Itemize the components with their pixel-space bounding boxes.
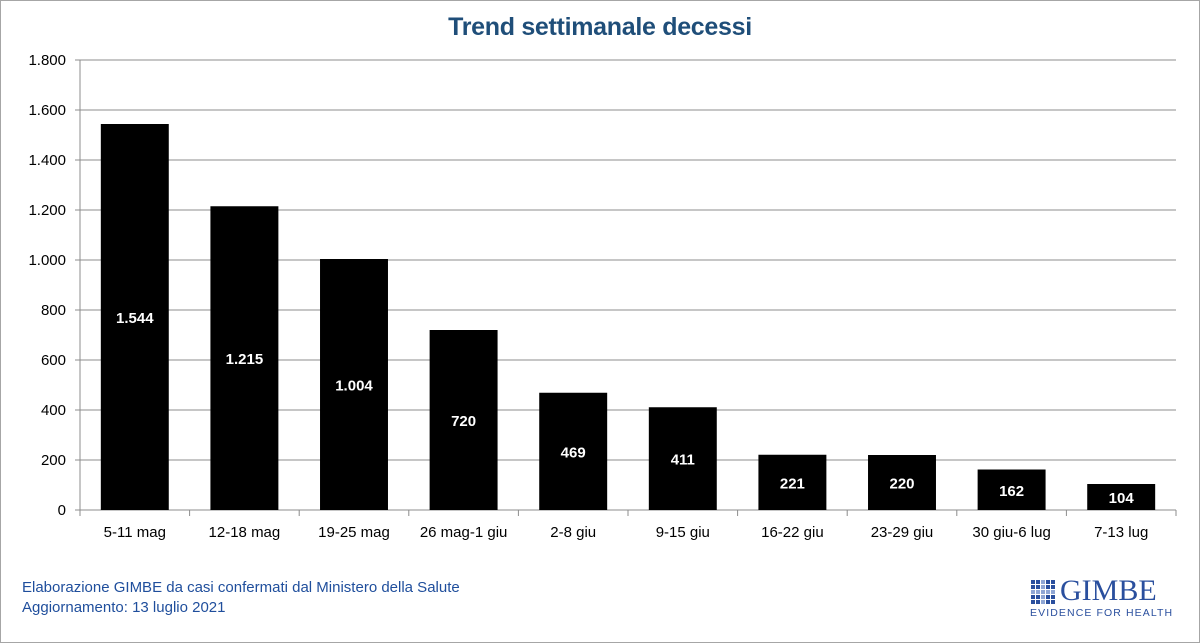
bar-value-label: 411 bbox=[671, 452, 695, 469]
bar bbox=[429, 330, 498, 510]
bar bbox=[100, 124, 169, 510]
logo-grid-cell bbox=[1041, 595, 1045, 599]
bar bbox=[758, 454, 827, 510]
x-tick-label: 5-11 mag bbox=[104, 524, 166, 541]
x-tick-label: 30 giu-6 lug bbox=[972, 524, 1050, 541]
logo-grid-cell bbox=[1046, 580, 1050, 584]
logo-grid-cell bbox=[1041, 590, 1045, 594]
y-tick-label: 1.600 bbox=[28, 102, 66, 119]
footer: Elaborazione GIMBE da casi confermati da… bbox=[22, 578, 460, 618]
bar bbox=[1087, 484, 1156, 510]
logo-grid-cell bbox=[1051, 600, 1055, 604]
y-tick-label: 0 bbox=[58, 502, 66, 519]
x-tick-label: 2-8 giu bbox=[550, 524, 596, 541]
bar-value-label: 220 bbox=[889, 476, 914, 493]
logo-grid-cell bbox=[1041, 585, 1045, 589]
logo-grid-cell bbox=[1046, 590, 1050, 594]
logo-grid-cell bbox=[1036, 590, 1040, 594]
x-tick-label: 9-15 giu bbox=[656, 524, 710, 541]
logo-grid-icon bbox=[1031, 580, 1055, 604]
x-tick-label: 12-18 mag bbox=[209, 524, 281, 541]
logo-grid-cell bbox=[1051, 580, 1055, 584]
bar-value-label: 221 bbox=[780, 475, 805, 492]
logo-grid-cell bbox=[1036, 600, 1040, 604]
x-tick-label: 23-29 giu bbox=[871, 524, 934, 541]
y-tick-label: 400 bbox=[41, 402, 66, 419]
bar bbox=[977, 469, 1046, 510]
logo-grid-cell bbox=[1031, 600, 1035, 604]
bar bbox=[868, 455, 936, 510]
logo-grid-cell bbox=[1031, 580, 1035, 584]
logo-grid-cell bbox=[1051, 590, 1055, 594]
logo-grid-cell bbox=[1046, 600, 1050, 604]
x-tick-label: 26 mag-1 giu bbox=[420, 524, 508, 541]
logo-grid-cell bbox=[1031, 585, 1035, 589]
logo-grid-cell bbox=[1046, 585, 1050, 589]
logo-grid-cell bbox=[1041, 580, 1045, 584]
y-tick-label: 800 bbox=[41, 302, 66, 319]
logo-grid-cell bbox=[1051, 585, 1055, 589]
chart-title: Trend settimanale decessi bbox=[448, 13, 752, 41]
source-note: Elaborazione GIMBE da casi confermati da… bbox=[22, 579, 460, 596]
logo-grid-cell bbox=[1031, 590, 1035, 594]
logo-grid-cell bbox=[1036, 585, 1040, 589]
bar bbox=[320, 259, 388, 510]
x-tick-label: 19-25 mag bbox=[318, 524, 390, 541]
bar-value-label: 469 bbox=[561, 444, 586, 461]
logo-grid-cell bbox=[1036, 580, 1040, 584]
gimbe-logo: GIMBE EVIDENCE FOR HEALTH bbox=[1030, 574, 1180, 622]
y-tick-label: 200 bbox=[41, 452, 66, 469]
bar bbox=[539, 392, 608, 510]
logo-grid-cell bbox=[1046, 595, 1050, 599]
logo-grid-cell bbox=[1051, 595, 1055, 599]
bar bbox=[210, 206, 279, 510]
y-tick-label: 1.400 bbox=[28, 152, 66, 169]
logo-grid-cell bbox=[1031, 595, 1035, 599]
x-tick-label: 16-22 giu bbox=[761, 524, 824, 541]
logo-name: GIMBE bbox=[1060, 574, 1157, 607]
bar-value-label: 104 bbox=[1109, 490, 1135, 507]
logo-grid-cell bbox=[1041, 600, 1045, 604]
x-tick-label: 7-13 lug bbox=[1094, 524, 1148, 541]
bar-value-label: 720 bbox=[451, 413, 476, 430]
update-date: Aggiornamento: 13 luglio 2021 bbox=[22, 599, 226, 616]
y-tick-label: 1.800 bbox=[28, 52, 66, 69]
bar bbox=[648, 407, 717, 510]
bar-value-label: 1.215 bbox=[226, 351, 264, 368]
logo-tagline: EVIDENCE FOR HEALTH bbox=[1030, 607, 1174, 619]
y-tick-label: 600 bbox=[41, 352, 66, 369]
bar-value-label: 1.544 bbox=[116, 310, 154, 327]
bar-value-label: 162 bbox=[999, 483, 1024, 500]
logo-grid-cell bbox=[1036, 595, 1040, 599]
bar-value-label: 1.004 bbox=[335, 378, 373, 395]
y-tick-label: 1.200 bbox=[28, 202, 66, 219]
y-tick-label: 1.000 bbox=[28, 252, 66, 269]
